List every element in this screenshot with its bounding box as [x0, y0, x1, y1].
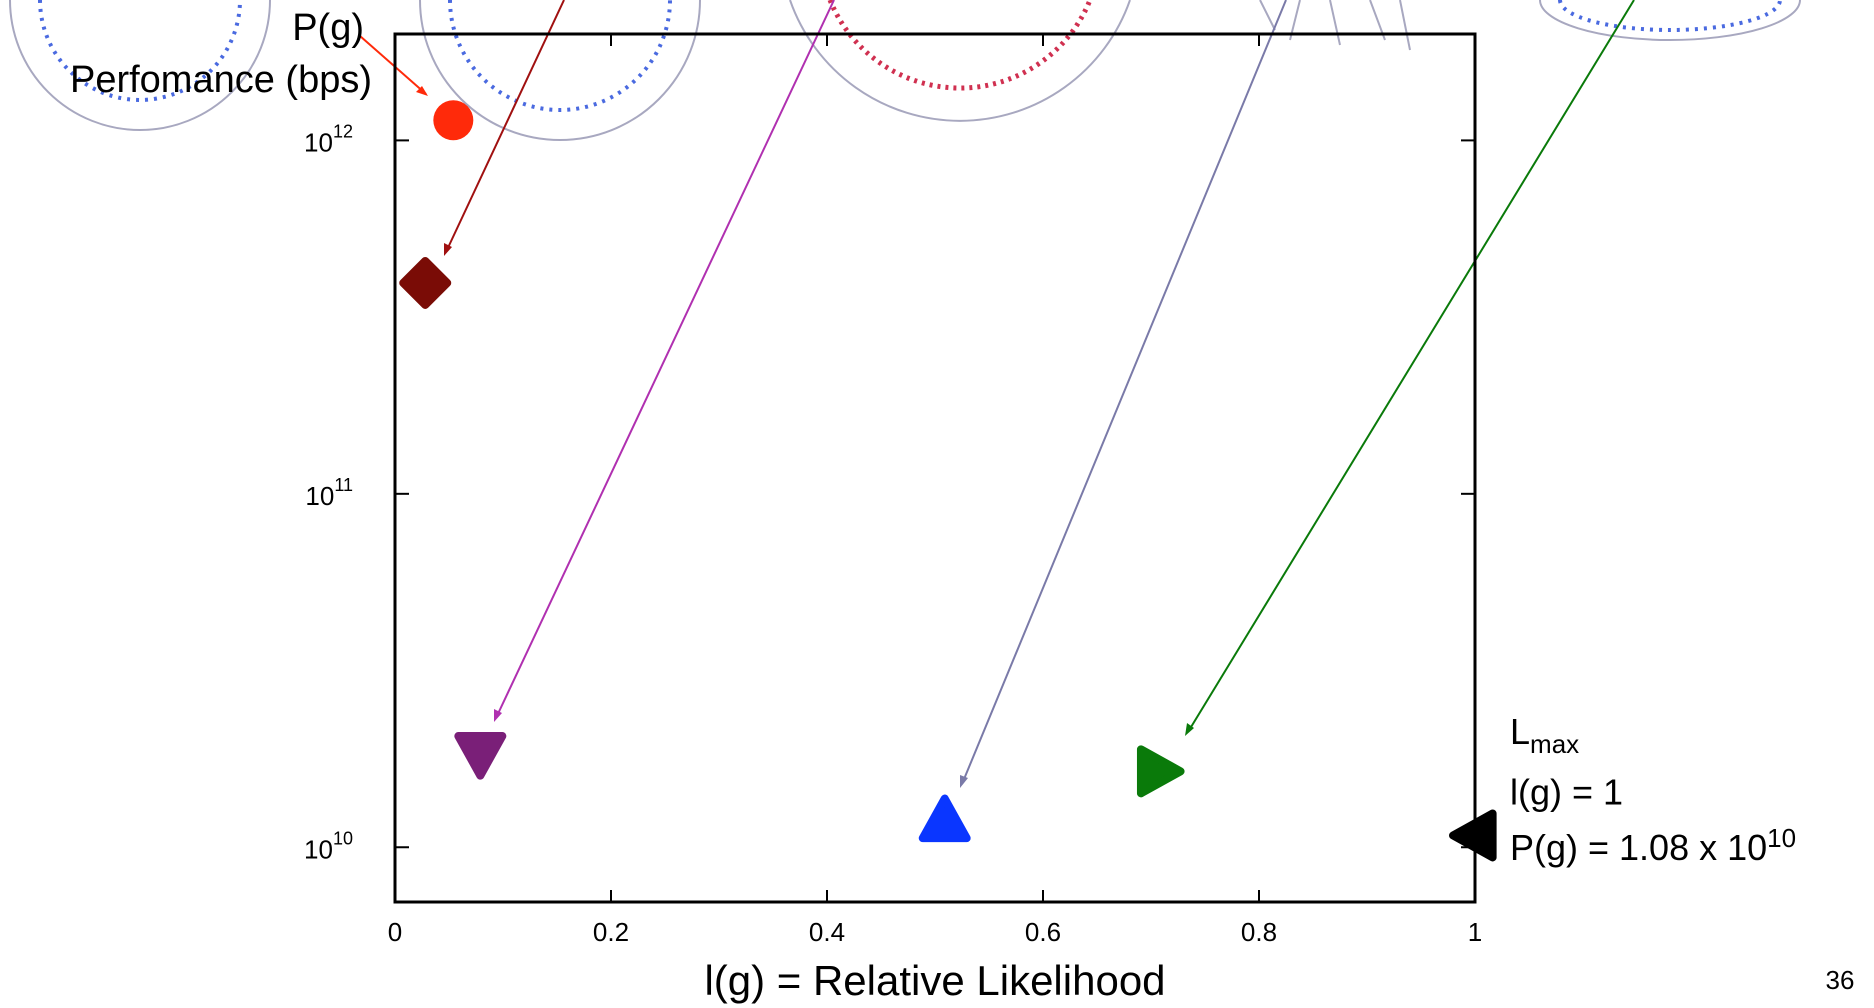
- network-thumbnails: [9, 0, 1801, 141]
- x-tick-label: 0.4: [809, 917, 845, 947]
- y-tick-exponent: 11: [334, 475, 353, 495]
- x-tick-label: 0.6: [1025, 917, 1061, 947]
- y-tick-label: 1012: [304, 121, 353, 157]
- y-tick-base: 10: [304, 127, 333, 157]
- y-tick-base: 10: [305, 481, 334, 511]
- annotation: Lmax l(g) = 1 P(g) = 1.08 x 1010: [1510, 711, 1796, 868]
- plot-frame: [393, 32, 1477, 904]
- y-axis-label: P(g): [292, 7, 364, 49]
- marker: [1449, 809, 1497, 862]
- y-tick-exponent: 10: [333, 828, 353, 848]
- y-axis-label: Perfomance (bps): [70, 59, 372, 101]
- annotation-text: P(g) = 1.08 x 1010: [1510, 823, 1796, 868]
- annotation-text: l(g) = 1: [1510, 772, 1623, 813]
- marker: [433, 100, 474, 141]
- marker: [399, 256, 452, 309]
- x-tick-label: 0.2: [593, 917, 629, 947]
- x-axis-label: l(g) = Relative Likelihood: [704, 957, 1165, 1004]
- y-tick-base: 10: [304, 834, 333, 864]
- marker: [1136, 745, 1185, 798]
- marker: [454, 732, 507, 780]
- annotation-text: Lmax: [1510, 711, 1579, 759]
- y-tick-label: 1010: [304, 828, 353, 864]
- page-number: 36: [1826, 965, 1855, 995]
- arrows: [359, 0, 1635, 788]
- x-tick-label: 1: [1468, 917, 1482, 947]
- x-tick-label: 0: [388, 917, 402, 947]
- marker: [918, 794, 971, 843]
- y-tick-label: 1011: [305, 475, 353, 511]
- y-tick-exponent: 12: [333, 121, 353, 141]
- x-tick-label: 0.8: [1241, 917, 1277, 947]
